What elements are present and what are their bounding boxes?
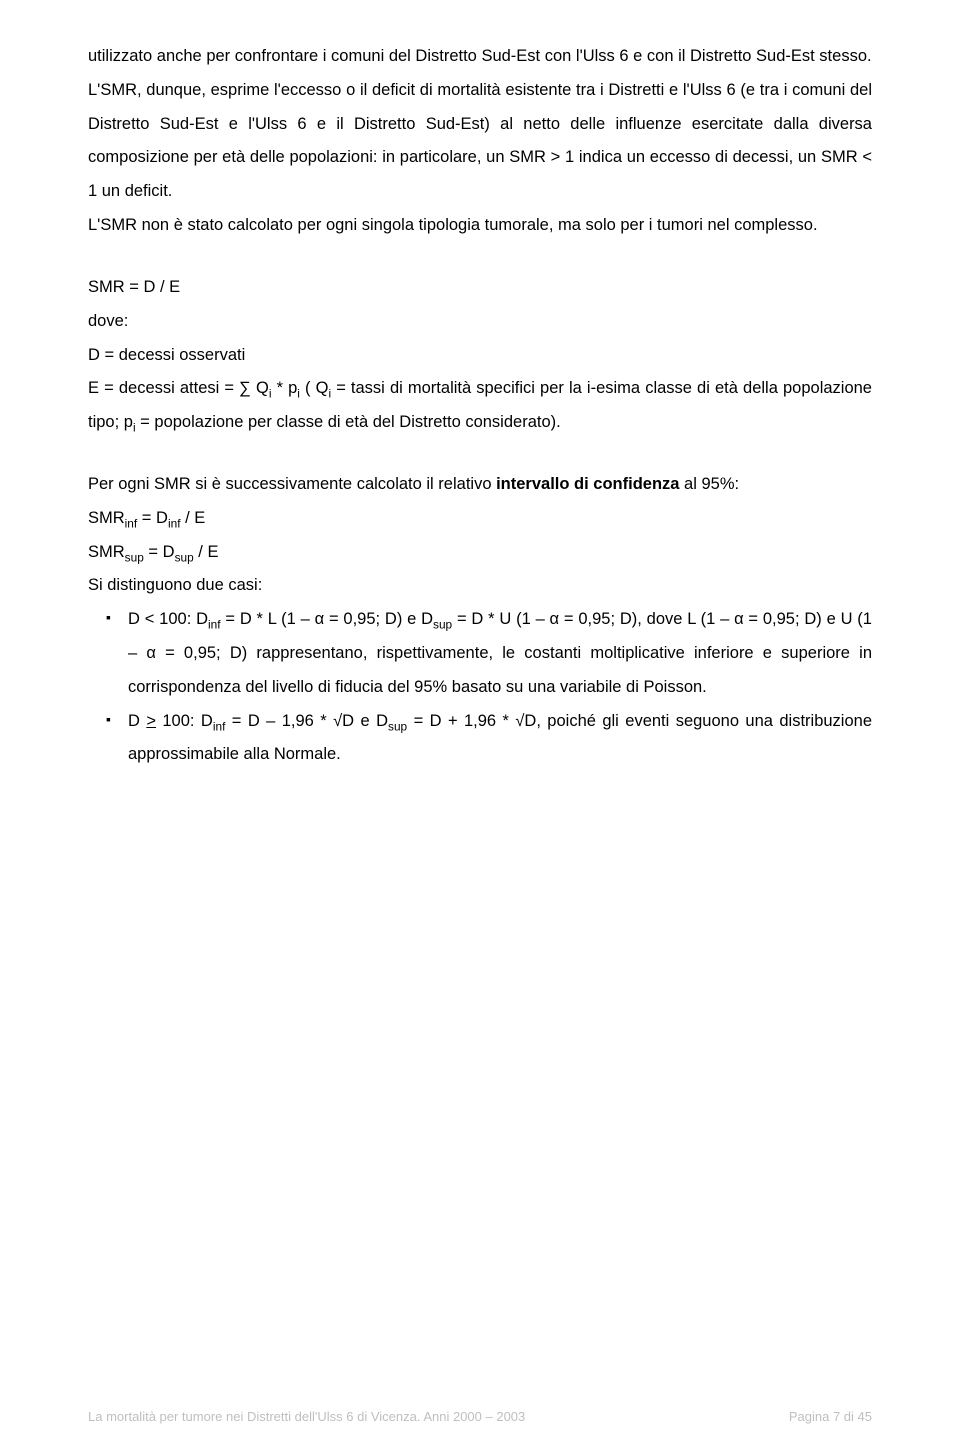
document-page: utilizzato anche per confrontare i comun…	[0, 0, 960, 1444]
li2-sub-sup: sup	[388, 719, 407, 733]
smr-sup-c: / E	[194, 543, 219, 561]
smr-inf-c: / E	[181, 509, 206, 527]
smr-inf-b: = D	[137, 509, 168, 527]
paragraph-2: L'SMR, dunque, esprime l'eccesso o il de…	[88, 74, 872, 209]
sub-sup-2: sup	[175, 550, 194, 564]
d-definition: D = decessi osservati	[88, 339, 872, 373]
e-def-text: E = decessi attesi = ∑ Q	[88, 379, 269, 397]
footer-page-number: Pagina 7 di 45	[789, 1409, 872, 1424]
cases-list: D < 100: Dinf = D * L (1 – α = 0,95; D) …	[88, 603, 872, 772]
ci-intro: Per ogni SMR si è successivamente calcol…	[88, 468, 872, 502]
smr-inf-a: SMR	[88, 509, 125, 527]
smr-inf-eq: SMRinf = Dinf / E	[88, 502, 872, 536]
ci-intro-2: al 95%:	[679, 475, 739, 493]
cases-intro: Si distinguono due casi:	[88, 569, 872, 603]
page-footer: La mortalità per tumore nei Distretti de…	[88, 1409, 872, 1424]
footer-title: La mortalità per tumore nei Distretti de…	[88, 1409, 525, 1424]
paragraph-1: utilizzato anche per confrontare i comun…	[88, 40, 872, 74]
li2-ge: >	[146, 712, 156, 730]
e-definition: E = decessi attesi = ∑ Qi * pi ( Qi = ta…	[88, 372, 872, 440]
li2-sub-inf: inf	[213, 719, 226, 733]
e-def-mid1: * p	[271, 379, 297, 397]
li1-b: = D * L (1 – α = 0,95; D) e D	[221, 610, 433, 628]
dove-label: dove:	[88, 305, 872, 339]
smr-sup-a: SMR	[88, 543, 125, 561]
ci-intro-bold: intervallo di confidenza	[496, 475, 679, 493]
e-def-mid2: ( Q	[300, 379, 329, 397]
sub-inf-1: inf	[125, 516, 138, 530]
sub-inf-2: inf	[168, 516, 181, 530]
case-1: D < 100: Dinf = D * L (1 – α = 0,95; D) …	[88, 603, 872, 704]
e-def-post: = popolazione per classe di età del Dist…	[136, 413, 561, 431]
smr-sup-eq: SMRsup = Dsup / E	[88, 536, 872, 570]
sub-sup-1: sup	[125, 550, 144, 564]
ci-intro-1: Per ogni SMR si è successivamente calcol…	[88, 475, 496, 493]
li2-c: = D – 1,96 * √D e D	[225, 712, 388, 730]
smr-equation: SMR = D / E	[88, 271, 872, 305]
paragraph-3: L'SMR non è stato calcolato per ogni sin…	[88, 209, 872, 243]
case-2: D > 100: Dinf = D – 1,96 * √D e Dsup = D…	[88, 705, 872, 773]
smr-sup-b: = D	[144, 543, 175, 561]
li2-b: 100: D	[156, 712, 213, 730]
li1-sub-sup: sup	[433, 617, 452, 631]
li1-a: D < 100: D	[128, 610, 208, 628]
li1-sub-inf: inf	[208, 617, 221, 631]
li2-a: D	[128, 712, 146, 730]
